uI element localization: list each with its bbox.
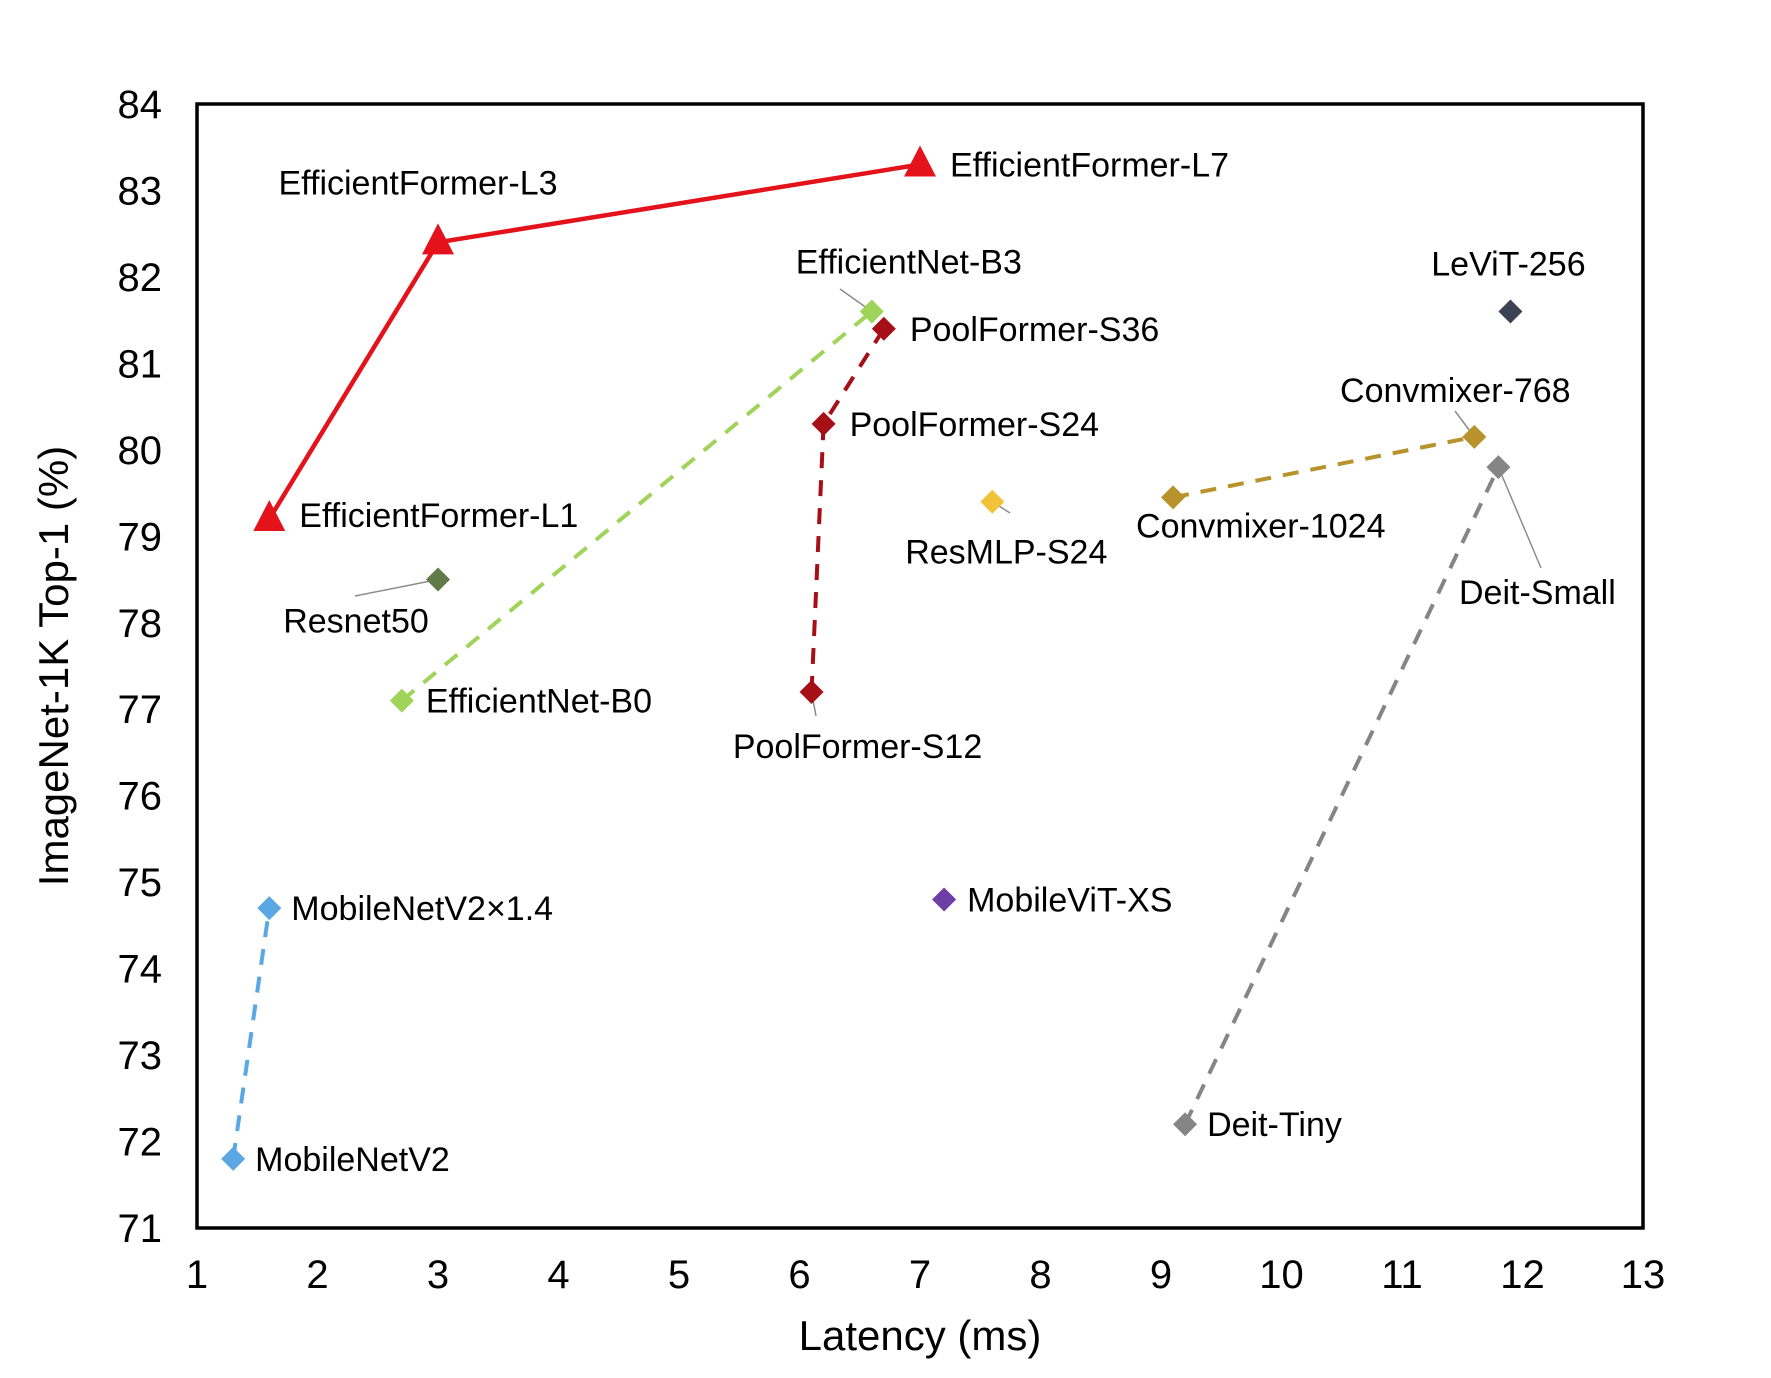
- marker-deit-small: [1486, 455, 1511, 480]
- marker-convmixer-768: [1462, 424, 1487, 449]
- series-line: [1172, 434, 1475, 500]
- label-resmlp-s24: ResMLP-S24: [905, 534, 1107, 572]
- marker-efficientformer-l3: [422, 223, 454, 255]
- x-tick-label: 6: [788, 1253, 810, 1297]
- y-tick-label: 76: [118, 775, 163, 819]
- x-tick-label: 4: [547, 1253, 569, 1297]
- series-line: [809, 327, 886, 693]
- x-tick-label: 5: [668, 1253, 690, 1297]
- x-tick-label: 12: [1500, 1253, 1545, 1297]
- y-tick-label: 81: [118, 342, 163, 386]
- marker-poolformer-s24: [811, 411, 836, 436]
- marker-deit-tiny: [1173, 1112, 1198, 1137]
- label-efficientformer-l7: EfficientFormer-L7: [950, 147, 1229, 185]
- y-tick-label: 79: [118, 515, 163, 559]
- y-tick-label: 77: [118, 688, 163, 732]
- label-poolformer-s12: PoolFormer-S12: [733, 728, 982, 766]
- y-tick-label: 80: [118, 429, 163, 473]
- marker-poolformer-s36: [871, 316, 896, 341]
- marker-efficientnet-b0: [389, 688, 414, 713]
- x-tick-labels: 1 2 3 4 5 6 7 8 9 10 11 12 13: [186, 1253, 1665, 1297]
- y-tick-label: 83: [118, 169, 163, 213]
- label-efficientformer-l1: EfficientFormer-L1: [299, 497, 578, 535]
- y-tick-label: 84: [118, 83, 163, 127]
- x-tick-label: 11: [1381, 1253, 1423, 1297]
- x-tick-label: 8: [1029, 1253, 1051, 1297]
- point-labels: EfficientFormer-L1 EfficientFormer-L3 Effi…: [255, 147, 1616, 1179]
- marker-resnet50: [426, 567, 450, 592]
- leader-deit-small: [1497, 466, 1542, 569]
- x-tick-label: 7: [909, 1253, 931, 1297]
- data-markers: [221, 145, 1523, 1171]
- marker-efficientformer-l7: [904, 145, 936, 177]
- marker-convmixer-1024: [1161, 485, 1186, 510]
- label-mobilevit-xs: MobileViT-XS: [967, 881, 1172, 919]
- label-mobilenetv2: MobileNetV2: [255, 1141, 450, 1179]
- y-tick-label: 73: [118, 1034, 163, 1078]
- y-tick-labels: 71 72 73 74 75 76 77 78 79 80 81 82 83 84: [118, 83, 163, 1251]
- series-line: [231, 907, 272, 1160]
- x-axis-title: Latency (ms): [799, 1312, 1042, 1359]
- label-efficientnet-b3: EfficientNet-B3: [796, 244, 1022, 282]
- x-tick-label: 13: [1621, 1253, 1666, 1297]
- y-tick-label: 74: [118, 948, 163, 992]
- marker-mobilevit-xs: [932, 887, 957, 912]
- label-deit-small: Deit-Small: [1459, 574, 1616, 612]
- leader-resnet50: [354, 578, 439, 597]
- y-axis-title: ImageNet-1K Top-1 (%): [30, 446, 77, 886]
- marker-efficientnet-b3: [859, 299, 884, 324]
- series-line: [400, 309, 874, 703]
- marker-mobilenetv2x1-4: [257, 896, 282, 921]
- label-poolformer-s36: PoolFormer-S36: [910, 311, 1159, 349]
- y-tick-label: 75: [118, 861, 163, 905]
- label-convmixer-768: Convmixer-768: [1340, 372, 1571, 410]
- marker-mobilenetv2: [221, 1146, 246, 1171]
- label-deit-tiny: Deit-Tiny: [1207, 1106, 1342, 1144]
- x-tick-label: 2: [306, 1253, 328, 1297]
- plot-area-frame: [195, 102, 1645, 1230]
- y-tick-label: 72: [118, 1121, 163, 1165]
- marker-resmlp-s24: [980, 489, 1005, 514]
- label-resnet50: Resnet50: [283, 603, 429, 641]
- marker-poolformer-s12: [799, 679, 824, 704]
- label-mobilenetv2x1-4: MobileNetV2×1.4: [291, 890, 553, 928]
- label-convmixer-1024: Convmixer-1024: [1136, 507, 1385, 545]
- series-line: [1183, 466, 1501, 1126]
- y-tick-label: 71: [118, 1207, 163, 1251]
- x-tick-label: 3: [427, 1253, 449, 1297]
- x-tick-label: 1: [186, 1253, 208, 1297]
- label-poolformer-s24: PoolFormer-S24: [850, 406, 1099, 444]
- label-levit-256: LeViT-256: [1431, 246, 1585, 284]
- label-efficientnet-b0: EfficientNet-B0: [426, 683, 652, 721]
- y-tick-label: 82: [118, 256, 163, 300]
- x-tick-label: 9: [1150, 1253, 1172, 1297]
- marker-levit-256: [1498, 299, 1523, 324]
- label-efficientformer-l3: EfficientFormer-L3: [278, 164, 557, 202]
- marker-efficientformer-l1: [253, 500, 286, 532]
- x-tick-label: 10: [1259, 1253, 1304, 1297]
- y-tick-label: 78: [118, 602, 163, 646]
